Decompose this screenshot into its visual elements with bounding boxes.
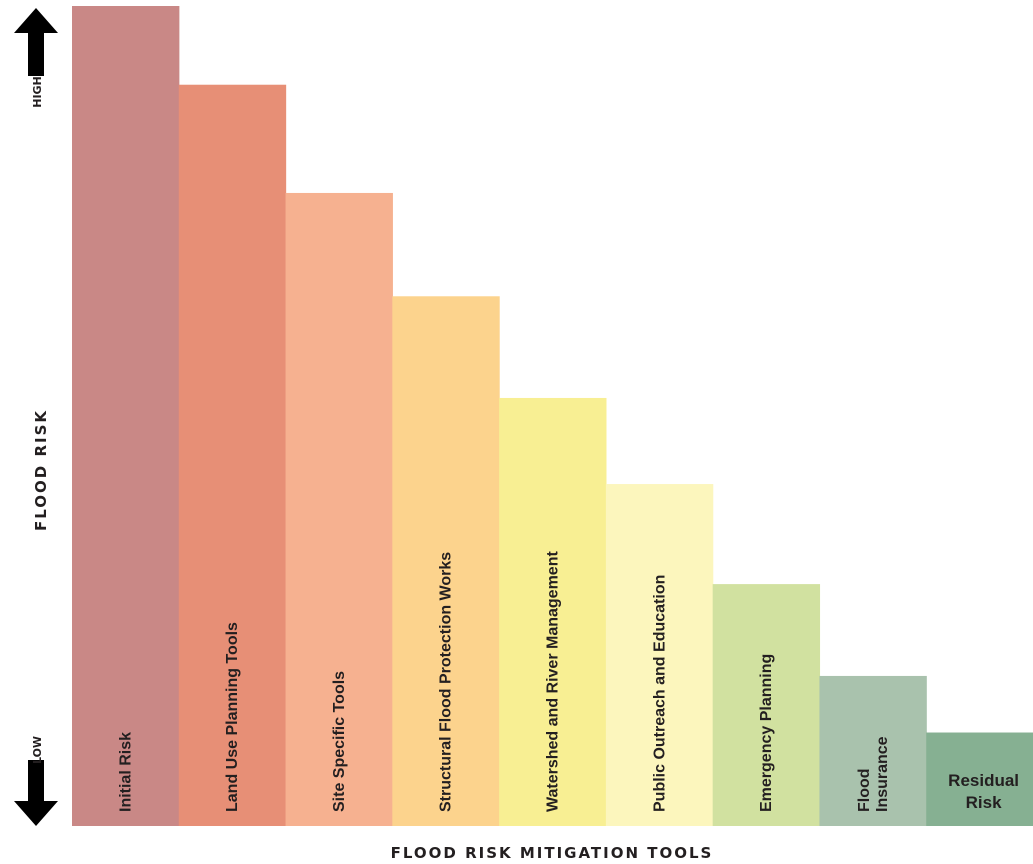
bar-label-7: Emergency Planning bbox=[758, 654, 775, 812]
bar-label-5: Watershed and River Management bbox=[545, 551, 562, 812]
bar-1 bbox=[72, 6, 180, 826]
up-arrow-icon bbox=[14, 8, 58, 76]
bar-label-line: Residual bbox=[948, 771, 1019, 790]
bar-label-line: Watershed and River Management bbox=[545, 551, 562, 812]
bar-3 bbox=[285, 192, 393, 826]
bar-label-2: Land Use Planning Tools bbox=[224, 622, 241, 812]
bar-label-line: Flood bbox=[856, 768, 873, 812]
bar-label-3: Site Specific Tools bbox=[331, 671, 348, 812]
bar-label-8: FloodInsurance bbox=[856, 736, 891, 812]
bar-label-line: Land Use Planning Tools bbox=[224, 622, 241, 812]
bar-label-1: Initial Risk bbox=[117, 732, 134, 812]
bar-6 bbox=[605, 484, 714, 826]
bar-4 bbox=[392, 296, 500, 826]
bar-label-line: Initial Risk bbox=[117, 732, 134, 812]
bar-label-line: Site Specific Tools bbox=[331, 671, 348, 812]
y-axis-label: FLOOD RISK bbox=[32, 409, 50, 531]
bar-9 bbox=[926, 732, 1033, 826]
bar-8 bbox=[819, 675, 927, 826]
bar-label-line: Public Outreach and Education bbox=[651, 575, 668, 812]
bar-5 bbox=[499, 397, 607, 826]
down-arrow-icon bbox=[14, 760, 58, 826]
bar-7 bbox=[712, 584, 821, 826]
bar-label-line: Insurance bbox=[874, 736, 891, 812]
y-low-label: LOW bbox=[31, 736, 44, 764]
bar-label-line: Risk bbox=[966, 793, 1002, 812]
bar-2 bbox=[178, 84, 287, 827]
x-axis-label: FLOOD RISK MITIGATION TOOLS bbox=[391, 844, 714, 862]
bar-label-line: Structural Flood Protection Works bbox=[438, 552, 455, 812]
y-high-label: HIGH bbox=[31, 76, 44, 108]
bar-label-9: Residual Risk bbox=[948, 771, 1019, 812]
bar-label-6: Public Outreach and Education bbox=[651, 575, 668, 812]
bar-label-line: Emergency Planning bbox=[758, 654, 775, 812]
bars-group: Initial Risk Land Use Planning Tools Site … bbox=[72, 6, 1033, 827]
bar-label-4: Structural Flood Protection Works bbox=[438, 552, 455, 812]
